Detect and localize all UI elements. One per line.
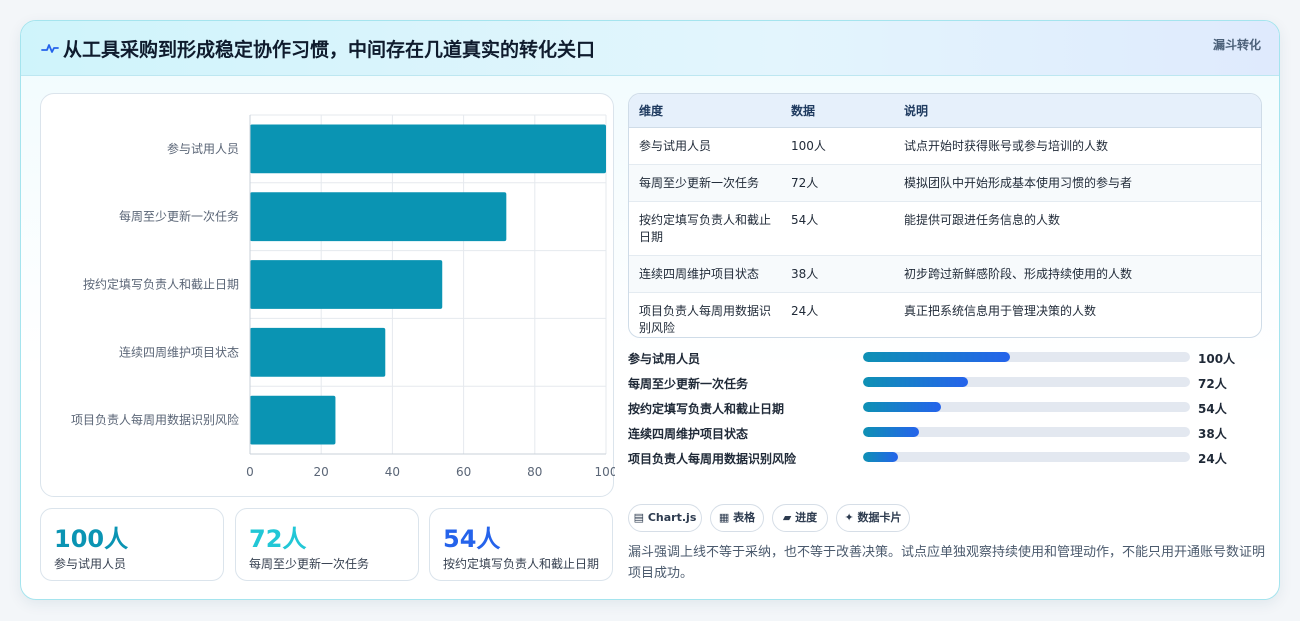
table-cell: 38人 <box>781 255 894 293</box>
card-tag: 漏斗转化 <box>1212 38 1261 52</box>
category-label: 按约定填写负责人和截止日期 <box>83 277 239 292</box>
table-row: 项目负责人每周用数据识别风险 24人 真正把系统信息用于管理决策的人数 <box>629 292 1261 337</box>
table-cell: 24人 <box>791 303 819 318</box>
progress-fill <box>863 352 1011 362</box>
stat-value: 100人 <box>54 525 129 553</box>
stat-card: 72人 每周至少更新一次任务 <box>235 508 419 581</box>
table-cell: 按约定填写负责人和截止日期 <box>629 201 781 256</box>
chip-label: 数据卡片 <box>857 511 902 524</box>
table-cell: 试点开始时获得账号或参与培训的人数 <box>894 127 1261 165</box>
stat-value: 72人 <box>249 525 307 553</box>
bar <box>250 260 443 309</box>
progress-value: 100人 <box>1198 352 1236 366</box>
funnel-card: 从工具采购到形成稳定协作习惯，中间存在几道真实的转化关口 漏斗转化 参与试用人员… <box>20 20 1280 600</box>
category-label: 每周至少更新一次任务 <box>119 209 239 224</box>
tick-label: 80 <box>527 465 542 479</box>
table-icon: ▦ <box>718 511 730 524</box>
progress-label: 连续四周维护项目状态 <box>628 427 749 441</box>
progress-track <box>863 352 1190 362</box>
tick-label: 100 <box>595 465 615 479</box>
progress-row: 参与试用人员 100人 <box>628 347 1268 367</box>
table-cell: 初步跨过新鲜感阶段、形成持续使用的人数 <box>894 255 1261 293</box>
chip-label: Chart.js <box>647 511 697 524</box>
table-cell: 每周至少更新一次任务 <box>629 164 781 202</box>
pulse-icon <box>41 44 59 53</box>
bar <box>250 124 606 174</box>
progress-fill <box>863 452 898 462</box>
summary-note: 漏斗强调上线不等于采纳，也不等于改善决策。试点应单独观察持续使用和管理动作，不能… <box>628 545 1266 581</box>
stat-card: 54人 按约定填写负责人和截止日期 <box>429 508 613 581</box>
card-header: 从工具采购到形成稳定协作习惯，中间存在几道真实的转化关口 漏斗转化 <box>21 21 1279 76</box>
table-cell: 能提供可跟进任务信息的人数 <box>894 201 1261 256</box>
category-label: 项目负责人每周用数据识别风险 <box>71 412 239 427</box>
column-header: 说明 <box>894 94 1261 128</box>
bar <box>250 192 507 242</box>
data-table: 维度 数据 说明 参与试用人员 100人 试点开始时获得账号或参与培训的人数 每… <box>628 93 1262 338</box>
table-cell: 72人 <box>781 164 894 202</box>
chip-table[interactable]: ▦ 表格 <box>710 504 764 532</box>
bar-chart-panel: 参与试用人员每周至少更新一次任务按约定填写负责人和截止日期连续四周维护项目状态项… <box>40 93 615 497</box>
tick-label: 40 <box>385 465 400 479</box>
table-row: 连续四周维护项目状态 38人 初步跨过新鲜感阶段、形成持续使用的人数 <box>629 255 1261 293</box>
progress-fill <box>863 402 942 412</box>
progress-row: 每周至少更新一次任务 72人 <box>628 372 1268 392</box>
progress-row: 按约定填写负责人和截止日期 54人 <box>628 397 1268 417</box>
progress-label: 参与试用人员 <box>628 352 701 366</box>
stat-label: 每周至少更新一次任务 <box>249 557 370 571</box>
category-label: 参与试用人员 <box>167 141 239 156</box>
progress-fill <box>863 427 919 437</box>
chip-label: 进度 <box>795 511 818 524</box>
bar <box>250 395 336 445</box>
progress-list: 参与试用人员 100人 每周至少更新一次任务 72人 按约定填写负责人和截止日期… <box>628 347 1268 477</box>
chip-chart[interactable]: ▤ Chart.js <box>628 504 702 532</box>
progress-label: 项目负责人每周用数据识别风险 <box>628 452 797 466</box>
card-title: 从工具采购到形成稳定协作习惯，中间存在几道真实的转化关口 <box>63 39 596 61</box>
bar-chart: 参与试用人员每周至少更新一次任务按约定填写负责人和截止日期连续四周维护项目状态项… <box>71 114 615 479</box>
category-label: 连续四周维护项目状态 <box>119 344 239 359</box>
column-header: 数据 <box>781 94 894 128</box>
progress-track <box>863 377 1190 387</box>
progress-value: 72人 <box>1198 377 1227 391</box>
table-cell: 100人 <box>781 127 894 165</box>
stat-value: 54人 <box>443 525 501 553</box>
progress-value: 24人 <box>1198 452 1227 466</box>
progress-row: 连续四周维护项目状态 38人 <box>628 422 1268 442</box>
column-header: 维度 <box>629 94 781 128</box>
progress-label: 按约定填写负责人和截止日期 <box>628 402 785 416</box>
progress-track <box>863 427 1190 437</box>
progress-value: 54人 <box>1198 402 1227 416</box>
tick-label: 60 <box>456 465 471 479</box>
progress-icon: ▰ <box>782 511 792 524</box>
table-row: 参与试用人员 100人 试点开始时获得账号或参与培训的人数 <box>629 127 1261 165</box>
table-header-row: 维度 数据 说明 <box>629 94 1261 128</box>
table-row: 按约定填写负责人和截止日期 54人 能提供可跟进任务信息的人数 <box>629 201 1261 256</box>
progress-row: 项目负责人每周用数据识别风险 24人 <box>628 447 1268 467</box>
chip-label: 表格 <box>733 511 756 524</box>
stat-label: 按约定填写负责人和截止日期 <box>443 557 600 571</box>
table-cell: 项目负责人每周用数据识别风险 <box>639 303 772 335</box>
progress-track <box>863 452 1190 462</box>
table-row: 每周至少更新一次任务 72人 模拟团队中开始形成基本使用习惯的参与者 <box>629 164 1261 202</box>
progress-label: 每周至少更新一次任务 <box>628 377 749 391</box>
progress-track <box>863 402 1190 412</box>
table-cell: 参与试用人员 <box>629 127 781 165</box>
table-cell: 真正把系统信息用于管理决策的人数 <box>904 303 1097 318</box>
bar <box>250 327 386 377</box>
stat-card: 100人 参与试用人员 <box>40 508 224 581</box>
chip-progress[interactable]: ▰ 进度 <box>772 504 828 532</box>
progress-value: 38人 <box>1198 427 1227 441</box>
table-cell: 54人 <box>781 201 894 256</box>
table-cell: 模拟团队中开始形成基本使用习惯的参与者 <box>894 164 1261 202</box>
sparkle-icon: ✦ <box>844 511 854 524</box>
stat-label: 参与试用人员 <box>54 557 127 571</box>
progress-fill <box>863 377 968 387</box>
chip-data-cards[interactable]: ✦ 数据卡片 <box>836 504 910 532</box>
tick-label: 0 <box>246 465 254 479</box>
tick-label: 20 <box>314 465 329 479</box>
chart-icon: ▤ <box>633 511 645 524</box>
table-cell: 连续四周维护项目状态 <box>629 255 781 293</box>
